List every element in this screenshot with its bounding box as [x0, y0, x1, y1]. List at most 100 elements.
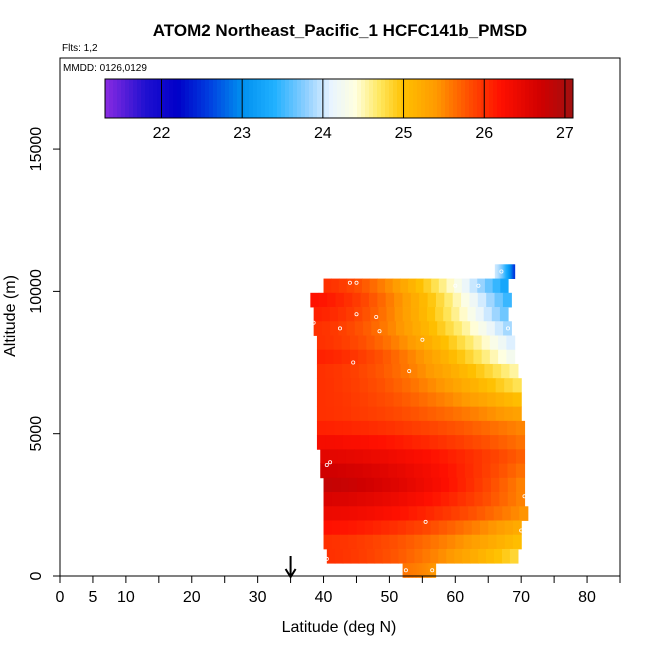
- colorbar-swatch: [461, 79, 466, 118]
- heatmap-cell: [337, 463, 347, 479]
- colorbar-swatch: [177, 79, 182, 118]
- colorbar-swatch: [361, 79, 366, 118]
- heatmap-cell: [478, 548, 487, 564]
- heatmap-cell: [333, 392, 344, 408]
- colorbar-swatch: [385, 79, 390, 118]
- heatmap-cell: [374, 506, 384, 521]
- heatmap-cell: [444, 392, 454, 408]
- x-tick-label: 50: [381, 589, 399, 606]
- colorbar-swatch: [181, 79, 186, 118]
- heatmap-cell: [403, 435, 413, 450]
- colorbar-swatch: [137, 79, 142, 118]
- heatmap-cell: [487, 392, 497, 408]
- heatmap-cell: [392, 363, 402, 379]
- heatmap-cell: [463, 435, 474, 450]
- heatmap-cell: [372, 520, 382, 536]
- heatmap-cell: [368, 378, 378, 393]
- heatmap-cell: [459, 307, 469, 322]
- heatmap-cell: [429, 420, 439, 436]
- colorbar-swatch: [437, 79, 442, 118]
- heatmap-cell: [396, 463, 406, 479]
- heatmap-cell: [414, 520, 423, 536]
- heatmap-cell: [456, 349, 466, 365]
- heatmap-cell: [362, 449, 372, 464]
- heatmap-cell: [434, 363, 444, 379]
- heatmap-cell: [403, 563, 406, 578]
- heatmap-cell: [447, 520, 456, 536]
- sample-point: [311, 354, 316, 359]
- heatmap-cell: [342, 363, 352, 379]
- heatmap-cell: [408, 506, 418, 521]
- flights-label: Flts: 1,2: [62, 43, 98, 54]
- heatmap-cell: [455, 534, 465, 550]
- heatmap-cell: [472, 435, 482, 450]
- colorbar-swatch: [269, 79, 274, 118]
- heatmap-cell: [382, 548, 392, 564]
- heatmap-cell: [377, 435, 387, 450]
- heatmap-cell: [430, 449, 440, 464]
- heatmap-cell: [379, 449, 389, 464]
- heatmap-cell: [354, 463, 364, 479]
- heatmap-cell: [333, 363, 343, 379]
- heatmap-cell: [320, 463, 330, 479]
- heatmap-cell: [397, 520, 407, 536]
- heatmap-cell: [377, 292, 387, 308]
- heatmap-cell: [461, 392, 471, 408]
- heatmap-cell: [316, 392, 327, 408]
- heatmap-cell: [349, 335, 359, 351]
- heatmap-cell: [436, 406, 446, 422]
- heatmap-cell: [338, 321, 348, 336]
- y-tick-label: 5000: [28, 416, 45, 452]
- colorbar-swatch: [337, 79, 342, 118]
- heatmap-cell: [427, 378, 437, 393]
- heatmap-cell: [505, 264, 507, 279]
- heatmap-cell: [427, 563, 430, 578]
- heatmap-cell: [456, 335, 466, 351]
- heatmap-cell: [495, 392, 505, 408]
- heatmap-cell: [415, 477, 425, 493]
- colorbar-swatch: [125, 79, 130, 118]
- heatmap-cell: [490, 449, 500, 464]
- colorbar-swatch: [373, 79, 378, 118]
- heatmap-cell: [507, 264, 509, 279]
- sample-point: [476, 283, 481, 288]
- heatmap-cell: [430, 463, 440, 479]
- heatmap-cell: [351, 435, 361, 450]
- heatmap-cell: [491, 307, 501, 322]
- colorbar-swatch: [537, 79, 542, 118]
- heatmap-cell: [498, 264, 500, 279]
- heatmap-cell: [310, 292, 320, 308]
- heatmap-cell: [348, 492, 358, 507]
- x-tick-label: 5: [88, 589, 97, 606]
- colorbar-swatch: [273, 79, 278, 118]
- heatmap-cell: [429, 435, 439, 450]
- heatmap-cell: [442, 363, 452, 379]
- heatmap-cell: [393, 378, 403, 393]
- heatmap-cell: [422, 449, 432, 464]
- heatmap-cell: [346, 307, 355, 322]
- heatmap-cell: [396, 449, 406, 464]
- heatmap-cell: [361, 278, 371, 294]
- heatmap-cell: [370, 307, 380, 322]
- heatmap-cell: [325, 335, 335, 351]
- heatmap-cell: [325, 349, 335, 365]
- heatmap-cell: [447, 534, 456, 550]
- heatmap-cell: [493, 506, 503, 521]
- heatmap-cell: [496, 520, 506, 536]
- heatmap-cell: [503, 321, 512, 336]
- heatmap-cell: [495, 406, 505, 422]
- colorbar-swatch: [421, 79, 426, 118]
- heatmap-cell: [342, 378, 352, 393]
- heatmap-cell: [366, 548, 376, 564]
- heatmap-cell: [338, 278, 348, 294]
- heatmap-cell: [398, 492, 408, 507]
- heatmap-cell: [424, 492, 433, 507]
- heatmap-cell: [316, 378, 327, 393]
- heatmap-cell: [325, 420, 335, 436]
- heatmap-cell: [375, 363, 385, 379]
- x-tick-label: 30: [249, 589, 267, 606]
- heatmap-cell: [400, 363, 410, 379]
- heatmap-cell: [354, 449, 364, 464]
- heatmap-cell: [366, 506, 376, 521]
- heatmap-cell: [382, 492, 392, 507]
